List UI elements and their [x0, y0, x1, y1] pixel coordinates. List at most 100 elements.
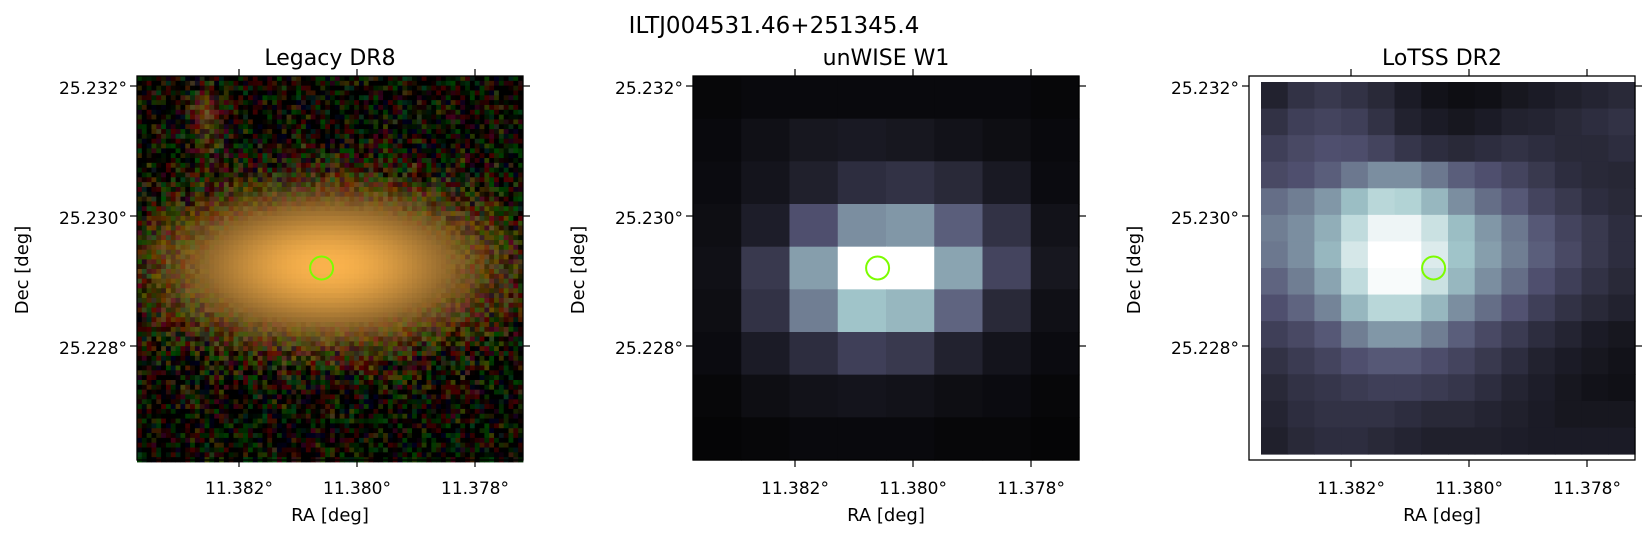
- image-pixel: [276, 138, 283, 144]
- image-pixel: [445, 278, 452, 284]
- image-pixel: [194, 312, 201, 318]
- image-pixel: [141, 114, 148, 120]
- image-pixel: [465, 133, 471, 140]
- image-pixel: [416, 215, 423, 222]
- image-pixel: [170, 278, 177, 284]
- image-pixel: [426, 201, 432, 207]
- image-pixel: [503, 302, 509, 308]
- image-pixel: [416, 186, 423, 193]
- image-pixel: [267, 375, 273, 381]
- image-pixel: [445, 182, 452, 188]
- image-pixel: [416, 317, 423, 323]
- image-pixel: [175, 264, 181, 270]
- image-pixel: [281, 293, 287, 299]
- image-pixel: [445, 124, 452, 130]
- image-pixel: [219, 297, 225, 304]
- image-pixel: [474, 90, 480, 96]
- image-pixel: [214, 143, 220, 149]
- image-pixel: [305, 360, 312, 366]
- image-pixel: [219, 104, 225, 111]
- image-pixel: [190, 177, 196, 183]
- image-pixel: [315, 269, 321, 275]
- image-pixel: [165, 370, 172, 376]
- image-pixel: [243, 331, 249, 337]
- image-pixel: [426, 191, 432, 198]
- image-pixel: [421, 288, 427, 294]
- image-pixel: [170, 114, 177, 120]
- image-pixel: [407, 124, 413, 130]
- image-pixel: [281, 182, 287, 188]
- image-pixel: [301, 351, 307, 357]
- image-pixel: [383, 341, 389, 347]
- image-pixel: [397, 76, 403, 82]
- image-pixel: [460, 80, 466, 87]
- image-pixel: [219, 249, 225, 255]
- image-pixel: [199, 211, 205, 217]
- image-pixel: [368, 129, 374, 135]
- image-pixel: [474, 341, 480, 347]
- image-pixel: [141, 302, 148, 308]
- image-pixel: [223, 124, 230, 130]
- image-pixel: [339, 322, 345, 328]
- image-pixel: [334, 254, 341, 260]
- image-pixel: [161, 215, 167, 222]
- image-pixel: [330, 119, 336, 125]
- image-pixel: [363, 220, 369, 226]
- image-pixel: [320, 148, 326, 154]
- image-pixel: [431, 273, 437, 280]
- image-pixel: [257, 119, 263, 125]
- image-pixel: [489, 76, 495, 82]
- image-pixel: [513, 100, 519, 106]
- image-pixel: [219, 186, 225, 193]
- image-pixel: [445, 133, 452, 140]
- image-pixel: [383, 293, 389, 299]
- image-pixel: [315, 230, 321, 236]
- image-pixel: [238, 293, 244, 299]
- image-pixel: [494, 355, 500, 362]
- image-pixel: [175, 177, 181, 183]
- image-pixel: [286, 124, 292, 130]
- image-pixel: [276, 172, 283, 178]
- image-pixel: [146, 162, 152, 169]
- image-pixel: [223, 119, 230, 125]
- image-pixel: [378, 264, 384, 270]
- image-pixel: [194, 182, 201, 188]
- image-pixel: [402, 235, 408, 241]
- image-pixel: [465, 297, 471, 304]
- image-pixel: [416, 95, 423, 101]
- image-pixel: [238, 269, 244, 275]
- image-pixel: [402, 80, 408, 87]
- image-pixel: [387, 249, 394, 255]
- image-pixel: [156, 273, 162, 280]
- image-pixel: [141, 336, 148, 342]
- image-pixel: [474, 312, 480, 318]
- image-pixel: [291, 162, 297, 169]
- image-pixel: [276, 220, 283, 226]
- image-pixel: [310, 196, 316, 202]
- image-pixel: [392, 215, 398, 222]
- image-pixel: [272, 104, 278, 111]
- image-pixel: [450, 109, 456, 116]
- image-pixel: [141, 346, 148, 352]
- image-pixel: [440, 124, 447, 130]
- image-pixel: [137, 225, 143, 231]
- image-pixel: [199, 206, 205, 212]
- image-pixel: [407, 196, 413, 202]
- image-pixel: [465, 360, 471, 366]
- image-pixel: [165, 254, 172, 260]
- image-pixel: [272, 172, 278, 178]
- image-pixel: [151, 220, 157, 226]
- image-pixel: [421, 254, 427, 260]
- image-pixel: [286, 172, 292, 178]
- image-pixel: [305, 312, 312, 318]
- image-pixel: [479, 124, 485, 130]
- image-pixel: [320, 220, 326, 226]
- image-pixel: [455, 148, 461, 154]
- image-pixel: [339, 288, 345, 294]
- image-pixel: [194, 177, 201, 183]
- image-pixel: [498, 307, 505, 313]
- image-pixel: [262, 158, 268, 164]
- image-pixel: [238, 119, 244, 125]
- image-pixel: [223, 254, 230, 260]
- image-pixel: [392, 143, 398, 149]
